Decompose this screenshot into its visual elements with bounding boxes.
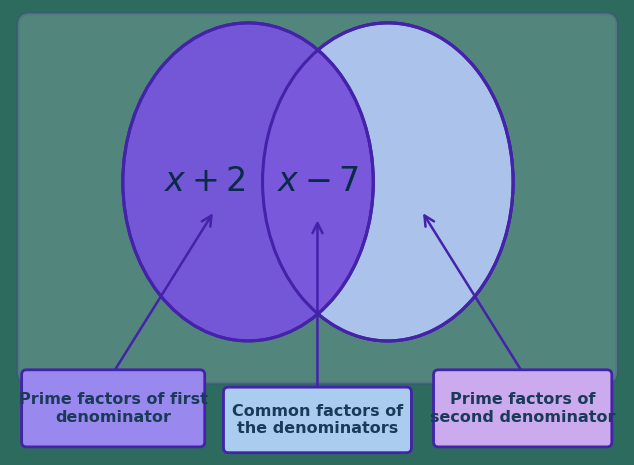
Text: $x - 7$: $x - 7$ bbox=[278, 166, 359, 199]
Text: Prime factors of first
denominator: Prime factors of first denominator bbox=[19, 392, 207, 425]
FancyBboxPatch shape bbox=[224, 387, 411, 453]
FancyBboxPatch shape bbox=[434, 370, 612, 447]
FancyBboxPatch shape bbox=[18, 13, 617, 383]
Ellipse shape bbox=[262, 23, 513, 341]
FancyBboxPatch shape bbox=[22, 370, 205, 447]
Polygon shape bbox=[318, 23, 513, 341]
Text: Common factors of
the denominators: Common factors of the denominators bbox=[232, 404, 403, 436]
Text: $x + 2$: $x + 2$ bbox=[164, 166, 245, 199]
Ellipse shape bbox=[123, 23, 373, 341]
Text: Prime factors of
second denominator: Prime factors of second denominator bbox=[430, 392, 616, 425]
